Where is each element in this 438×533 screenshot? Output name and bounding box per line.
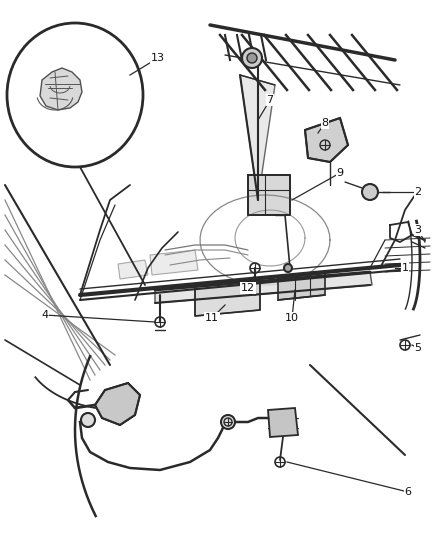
Circle shape [242, 48, 262, 68]
Text: 6: 6 [405, 487, 411, 497]
Circle shape [221, 415, 235, 429]
Polygon shape [268, 408, 298, 437]
Text: 7: 7 [266, 95, 274, 105]
Circle shape [81, 413, 95, 427]
Text: 2: 2 [414, 187, 421, 197]
Text: 11: 11 [205, 313, 219, 323]
Text: 9: 9 [336, 168, 343, 178]
Text: 8: 8 [321, 118, 328, 128]
Text: 4: 4 [42, 310, 49, 320]
Polygon shape [240, 75, 275, 200]
Text: 3: 3 [414, 225, 421, 235]
Circle shape [362, 184, 378, 200]
Circle shape [284, 264, 292, 272]
Polygon shape [248, 175, 290, 215]
Ellipse shape [7, 23, 143, 167]
Text: 12: 12 [241, 283, 255, 293]
Polygon shape [40, 68, 82, 110]
Text: 5: 5 [414, 343, 421, 353]
Polygon shape [150, 250, 198, 275]
Polygon shape [95, 383, 140, 425]
Polygon shape [305, 118, 348, 162]
Polygon shape [278, 273, 325, 300]
Polygon shape [118, 260, 148, 279]
Text: 1: 1 [402, 263, 409, 273]
Circle shape [247, 53, 257, 63]
Polygon shape [195, 279, 260, 316]
Text: 10: 10 [285, 313, 299, 323]
Text: 13: 13 [151, 53, 165, 63]
Polygon shape [155, 272, 372, 303]
